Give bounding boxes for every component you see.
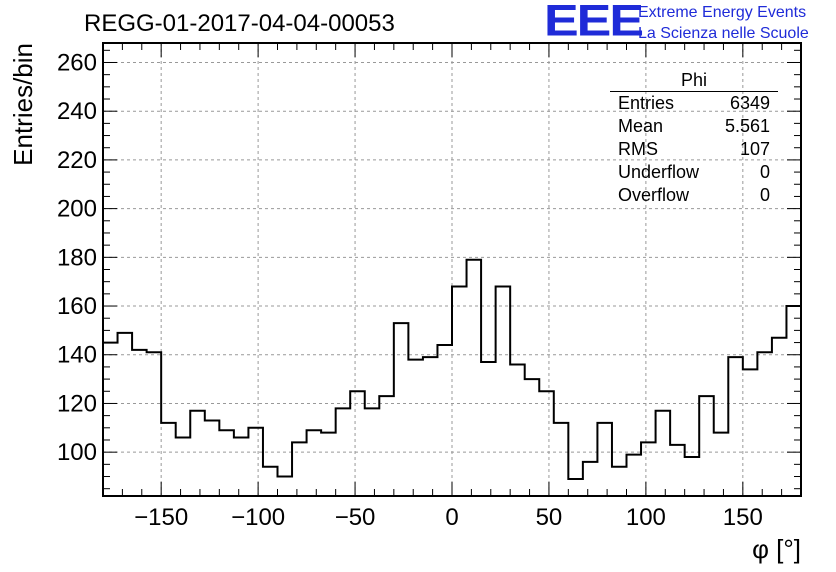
histogram-bin <box>612 467 627 496</box>
stats-value: 5.561 <box>724 116 770 136</box>
histogram-bin <box>336 408 351 496</box>
y-axis-label: Entries/bin <box>8 43 38 166</box>
stats-row-rms: RMS 107 <box>610 138 778 161</box>
histogram-bin <box>307 430 322 496</box>
histogram-bin <box>321 433 336 496</box>
histogram-bin <box>190 411 205 496</box>
histogram-bin <box>350 391 365 496</box>
histogram-bin <box>743 369 758 496</box>
histogram-bin <box>147 352 162 496</box>
histogram-bin <box>292 442 307 496</box>
histogram-bin <box>670 445 685 496</box>
histogram-bin <box>481 362 496 496</box>
histogram-bin <box>772 338 787 496</box>
histogram-bin <box>176 438 191 496</box>
histogram-bin <box>408 360 423 496</box>
histogram-bin <box>627 455 642 496</box>
logo-caption-line1: Extreme Energy Events <box>638 4 807 21</box>
logo-caption-line2: La Scienza nelle Scuole <box>638 25 809 42</box>
histogram-bin <box>525 379 540 496</box>
y-tick-label: 200 <box>57 196 97 223</box>
stats-row-entries: Entries 6349 <box>610 92 778 115</box>
histogram-bin <box>510 364 525 496</box>
histogram-bin <box>379 396 394 496</box>
stats-title: Phi <box>610 69 778 92</box>
stats-label: Overflow <box>618 185 690 205</box>
histogram-step-line <box>103 258 801 480</box>
stats-value: 6349 <box>729 93 770 113</box>
histogram-bin <box>118 333 133 496</box>
x-tick-label: 0 <box>445 504 458 531</box>
histogram-bin <box>263 467 278 496</box>
x-tick-label: −100 <box>231 504 285 531</box>
y-tick-label: 140 <box>57 342 97 369</box>
y-tick-label: 100 <box>57 439 97 466</box>
histogram-bin <box>757 352 772 496</box>
stats-row-underflow: Underflow 0 <box>610 161 778 184</box>
histogram-bin <box>132 350 147 496</box>
histogram-bin <box>714 433 729 496</box>
stats-label: RMS <box>618 139 658 159</box>
x-tick-label: 50 <box>536 504 563 531</box>
histogram-bin <box>496 287 511 496</box>
histogram-bin <box>161 423 176 496</box>
histogram-bin <box>554 423 569 496</box>
eee-logo: EEE <box>544 0 644 46</box>
histogram-bin <box>597 423 612 496</box>
histogram-bin <box>423 357 438 496</box>
stats-row-mean: Mean 5.561 <box>610 115 778 138</box>
histogram-bin <box>219 430 234 496</box>
histogram-bin <box>248 428 263 496</box>
histogram-bin <box>365 408 380 496</box>
x-tick-label: −150 <box>134 504 188 531</box>
histogram-bin <box>656 411 671 496</box>
stats-label: Mean <box>618 116 664 136</box>
y-tick-label: 240 <box>57 98 97 125</box>
y-tick-label: 220 <box>57 147 97 174</box>
histogram-bin <box>786 306 801 496</box>
stats-value: 0 <box>759 162 770 182</box>
stats-box: Phi Entries 6349 Mean 5.561 RMS 107 Unde… <box>610 69 778 207</box>
histogram-bin <box>467 260 482 496</box>
histogram-bin <box>394 323 409 496</box>
y-tick-label: 260 <box>57 49 97 76</box>
x-tick-label: 100 <box>626 504 666 531</box>
histogram-bin <box>685 457 700 496</box>
histogram-bin <box>641 442 656 496</box>
histogram-bin <box>699 396 714 496</box>
histogram-bin <box>568 479 583 496</box>
y-tick-label: 180 <box>57 244 97 271</box>
histogram-bin <box>103 343 118 496</box>
histogram-bin <box>278 477 293 496</box>
stats-value: 107 <box>739 139 770 159</box>
y-tick-label: 160 <box>57 293 97 320</box>
run-title: REGG-01-2017-04-04-00053 <box>84 10 395 37</box>
histogram-bin <box>452 287 467 496</box>
y-tick-label: 120 <box>57 390 97 417</box>
stats-value: 0 <box>759 185 770 205</box>
histogram-bin <box>437 345 452 496</box>
histogram-bin <box>583 462 598 496</box>
histogram-bin <box>205 421 220 497</box>
histogram-bin <box>234 438 249 496</box>
stats-label: Underflow <box>618 162 700 182</box>
stats-row-overflow: Overflow 0 <box>610 184 778 207</box>
stats-label: Entries <box>618 93 675 113</box>
x-tick-label: −50 <box>335 504 376 531</box>
histogram-bin <box>728 357 743 496</box>
x-axis-label: φ [°] <box>752 534 801 564</box>
x-tick-label: 150 <box>723 504 763 531</box>
histogram-bin <box>539 391 554 496</box>
